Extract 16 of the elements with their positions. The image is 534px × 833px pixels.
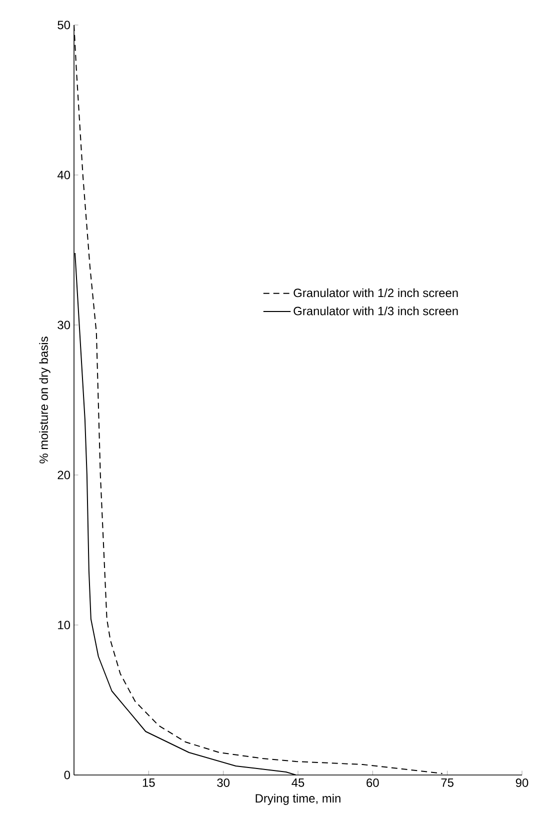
x-tick-label: 30 [217, 778, 230, 787]
y-tick-label: 10 [58, 620, 70, 630]
legend-label: Granulator with 1/2 inch screen [294, 288, 458, 298]
x-tick-label: 60 [366, 778, 379, 787]
y-tick-label: 0 [64, 770, 70, 780]
y-tick-label: 20 [58, 470, 70, 480]
y-axis-title: % moisture on dry basis [39, 336, 50, 464]
x-tick-label: 90 [516, 778, 528, 787]
legend-label: Granulator with 1/3 inch screen [294, 306, 458, 316]
y-tick-label: 30 [58, 320, 70, 330]
x-axis-title: Drying time, min [256, 794, 340, 805]
y-tick-label: 50 [58, 20, 70, 30]
x-tick-label: 75 [441, 778, 454, 787]
x-tick-label: 45 [292, 778, 304, 787]
x-tick-label: 15 [142, 778, 155, 787]
y-tick-label: 40 [57, 170, 70, 180]
